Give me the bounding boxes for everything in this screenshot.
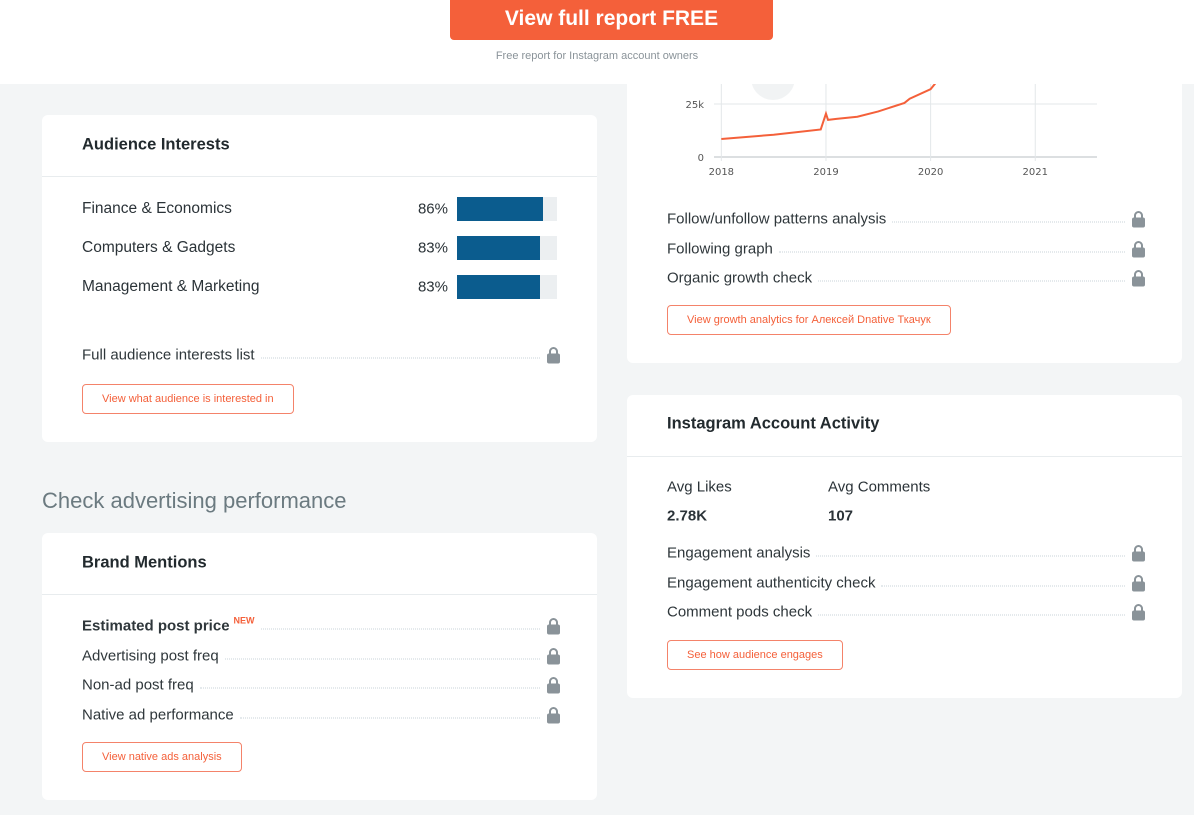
- outline-button[interactable]: View what audience is interested in: [82, 384, 294, 414]
- header: View full report FREE Free report for In…: [0, 0, 1194, 84]
- interest-percent: 86%: [417, 200, 448, 218]
- bar-track: [457, 275, 557, 299]
- bar-track: [457, 197, 557, 221]
- lock-icon: [1131, 240, 1146, 257]
- card-title: Instagram Account Activity: [667, 414, 880, 433]
- lock-icon: [1131, 604, 1146, 621]
- locked-item: Non-ad post freq: [82, 676, 194, 694]
- dotted-leader: [224, 658, 540, 659]
- x-tick-label: 2021: [1023, 167, 1048, 178]
- locked-item: Engagement analysis: [667, 544, 811, 562]
- interest-percent: 83%: [417, 239, 448, 257]
- lock-icon: [1131, 211, 1146, 228]
- card-title: Brand Mentions: [82, 553, 207, 572]
- brand-card: Brand Mentions Estimated post price NEW Adv…: [42, 533, 597, 800]
- locked-item: Following graph: [667, 240, 773, 257]
- card-title: Audience Interests: [82, 135, 230, 154]
- interest-name: Computers & Gadgets: [82, 239, 236, 256]
- locked-row: Follow/unfollow patterns analysis: [667, 211, 1146, 228]
- lock-icon: [546, 647, 561, 664]
- interest-bar: [457, 275, 540, 299]
- interest-bar: [457, 236, 540, 260]
- locked-item: Follow/unfollow patterns analysis: [667, 210, 887, 228]
- locked-item: Engagement authenticity check: [667, 574, 876, 591]
- interest-percent: 83%: [417, 278, 448, 296]
- lock-icon: [1131, 545, 1146, 562]
- locked-item: Native ad performance: [82, 706, 234, 723]
- locked-row: Full audience interests list: [82, 347, 561, 364]
- stat-label: Avg Likes: [667, 478, 732, 496]
- locked-row: Advertising post freq: [82, 647, 561, 664]
- x-tick-label: 2020: [918, 167, 943, 178]
- lock-icon: [546, 347, 561, 364]
- outline-button[interactable]: View growth analytics for Алексей Dnativ…: [667, 305, 951, 335]
- locked-row: Estimated post price NEW: [82, 615, 561, 635]
- locked-row: Organic growth check: [667, 270, 1146, 287]
- locked-item: Estimated post price: [82, 617, 230, 635]
- divider: [627, 456, 1182, 457]
- dotted-leader: [881, 585, 1125, 586]
- activity-card: Instagram Account Activity Avg Likes 2.78K…: [627, 395, 1182, 698]
- dotted-leader: [818, 280, 1125, 282]
- new-badge: NEW: [233, 615, 255, 625]
- lock-icon: [546, 677, 561, 694]
- outline-button[interactable]: View native ads analysis: [82, 742, 242, 772]
- lock-icon: [546, 706, 561, 723]
- dotted-leader: [260, 357, 540, 359]
- audience-card: Audience Interests Finance & Economics 86%…: [42, 115, 597, 442]
- growth-line: [721, 82, 937, 140]
- bar-track: [457, 236, 557, 260]
- lock-icon: [1131, 574, 1146, 591]
- locked-row: Non-ad post freq: [82, 677, 561, 694]
- dotted-leader: [260, 628, 540, 630]
- interest-bar: [457, 197, 543, 221]
- stat-value: 107: [828, 507, 854, 525]
- y-tick-label: 25k: [685, 100, 704, 111]
- header-note: Free report for Instagram account owners: [495, 50, 699, 62]
- dotted-leader: [818, 614, 1125, 616]
- locked-row: Engagement authenticity check: [667, 574, 1146, 591]
- growth-card: 0 25k 2018 2019 2020 2021 Follow/unfollow patt…: [627, 50, 1182, 363]
- view-report-button[interactable]: View full report FREE: [450, 0, 773, 40]
- dotted-leader: [239, 717, 540, 718]
- x-tick-label: 2018: [709, 167, 734, 178]
- dotted-leader: [778, 251, 1125, 252]
- y-tick-label: 0: [698, 153, 704, 164]
- outline-button[interactable]: See how audience engages: [667, 640, 843, 670]
- interest-name: Finance & Economics: [82, 200, 232, 217]
- divider: [42, 176, 597, 177]
- dotted-leader: [199, 687, 540, 689]
- dotted-leader: [892, 221, 1125, 223]
- locked-row: Comment pods check: [667, 604, 1146, 621]
- stat-label: Avg Comments: [828, 478, 931, 496]
- lock-icon: [1131, 270, 1146, 287]
- x-tick-label: 2019: [813, 167, 838, 178]
- locked-row: Native ad performance: [82, 706, 561, 723]
- interest-name: Management & Marketing: [82, 278, 260, 295]
- locked-row: Following graph: [667, 240, 1146, 257]
- section-heading: Check advertising performance: [42, 488, 347, 513]
- locked-item: Organic growth check: [667, 269, 813, 287]
- locked-row: Engagement analysis: [667, 545, 1146, 562]
- locked-item: Comment pods check: [667, 603, 813, 621]
- locked-item: Full audience interests list: [82, 346, 255, 364]
- stat-value: 2.78K: [667, 507, 708, 525]
- divider: [42, 594, 597, 595]
- lock-icon: [546, 618, 561, 635]
- dotted-leader: [816, 555, 1125, 557]
- locked-item: Advertising post freq: [82, 647, 219, 664]
